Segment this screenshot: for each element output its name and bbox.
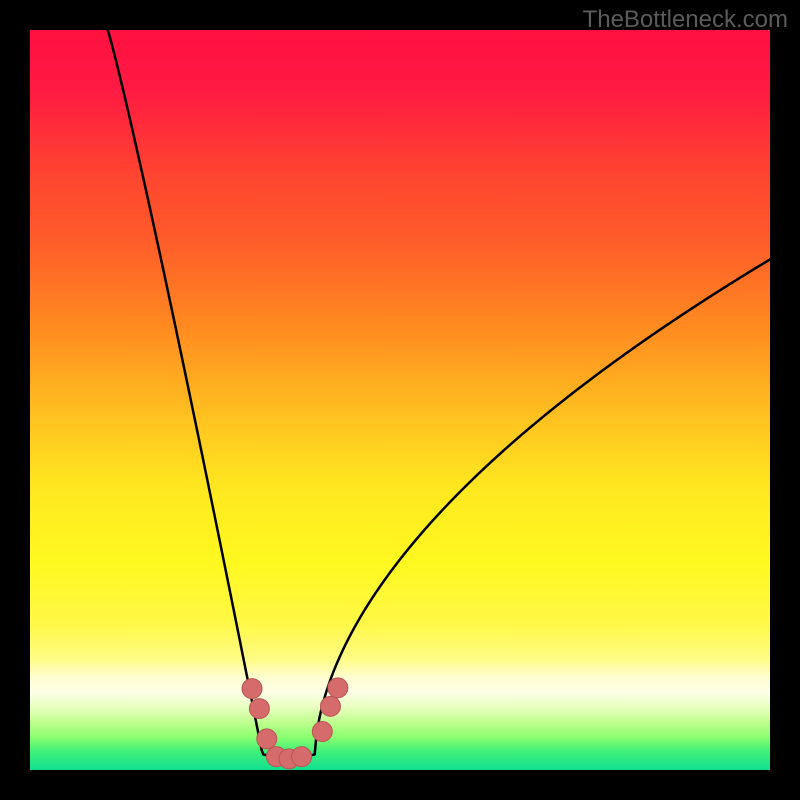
chart-container: TheBottleneck.com bbox=[0, 0, 800, 800]
watermark-text: TheBottleneck.com bbox=[583, 6, 788, 34]
bottleneck-chart bbox=[0, 0, 800, 800]
